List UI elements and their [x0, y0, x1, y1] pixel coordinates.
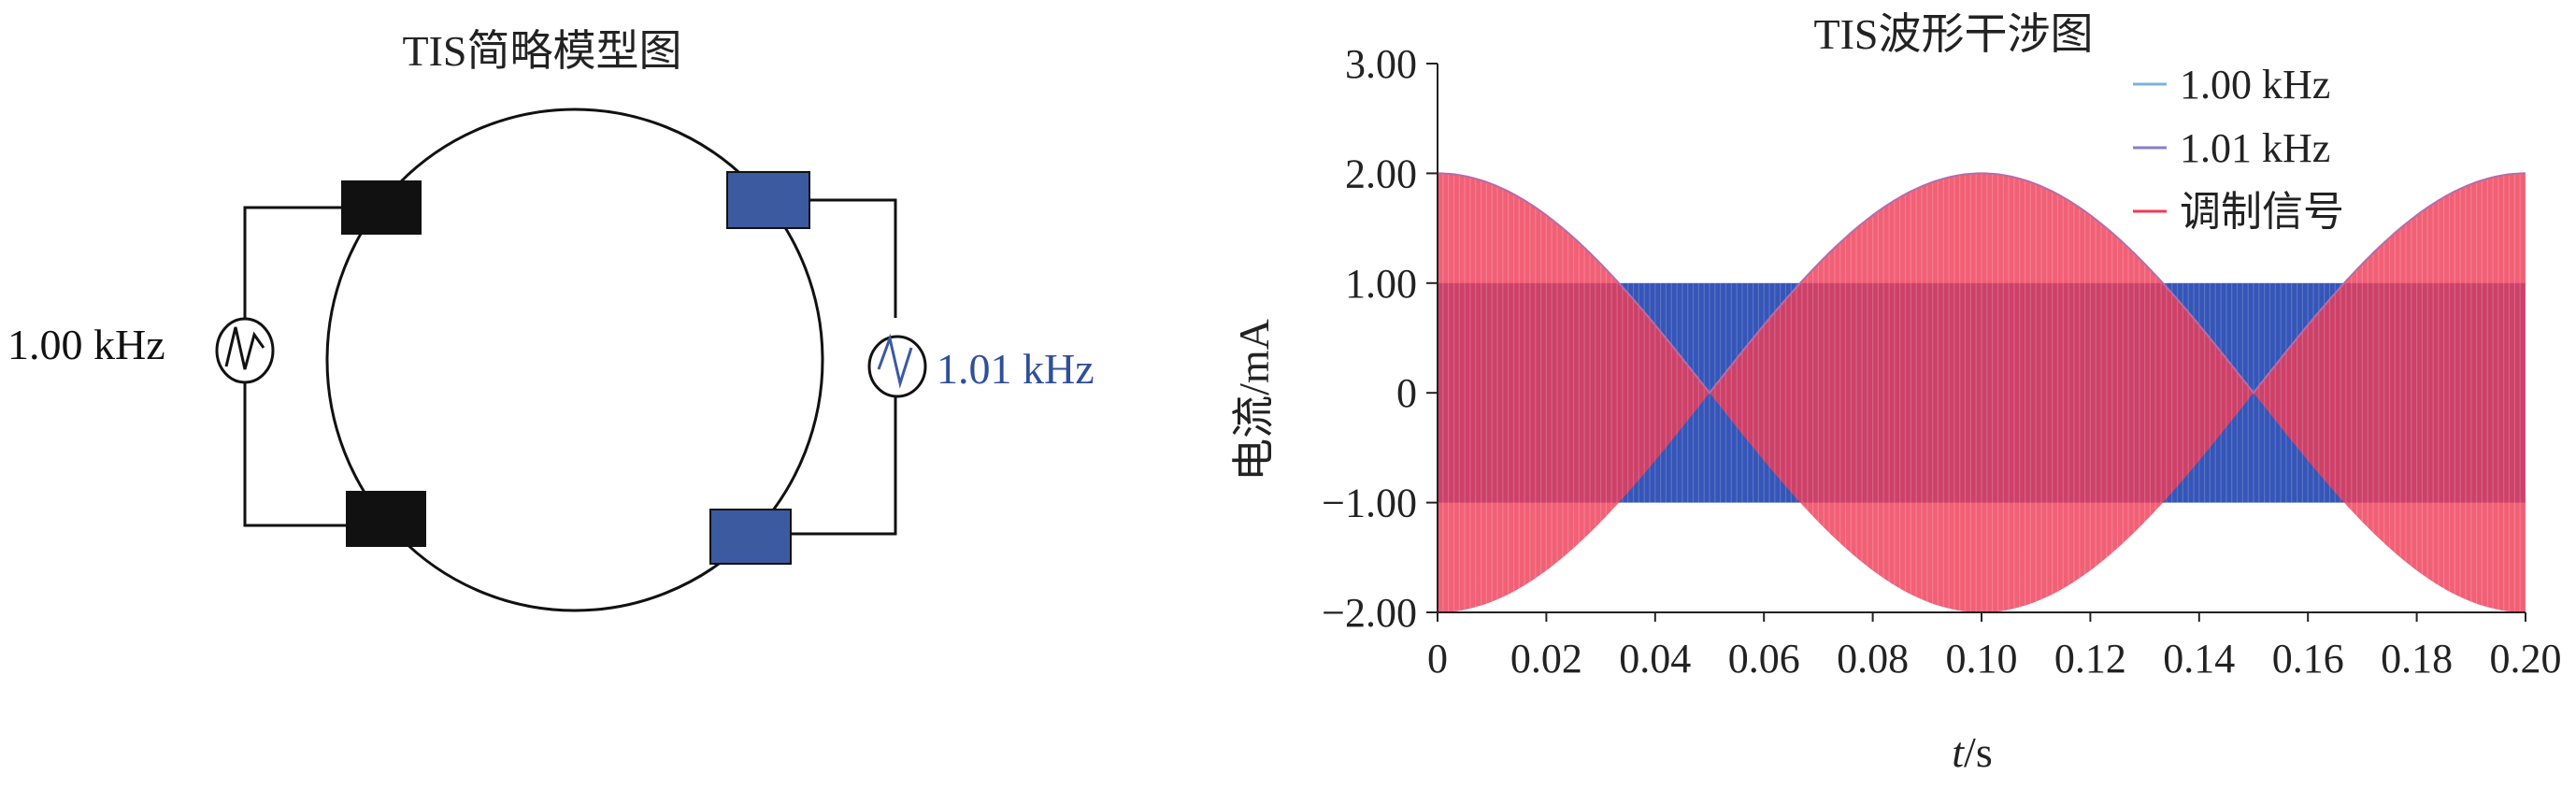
y-tick-label: −1.00 [1322, 481, 1417, 526]
tis-model-diagram-panel: TIS简略模型图 1.00 kHz 1.01 kHz [0, 0, 1187, 790]
modulated-signal-envelope [1438, 172, 2526, 395]
x-tick-label: 0.08 [1837, 636, 1909, 682]
waveform-chart-panel: 3.00 2.00 1.00 0 −1.00 −2.00 0 0.02 0.04 0.06 0.08… [1187, 0, 2576, 790]
x-tick-label: 0.02 [1510, 636, 1582, 682]
x-axis-label: t/s [1916, 727, 2028, 777]
oscillation-texture [1437, 173, 2526, 612]
electrode-left-top [341, 180, 422, 235]
electrode-right-top [726, 171, 810, 229]
chart-title: TIS波形干涉图 [1813, 10, 2094, 58]
left-wire-top [243, 206, 346, 323]
model-diagram-title: TIS简略模型图 [402, 27, 682, 75]
x-axis-label-unit: /s [1964, 728, 1993, 776]
left-ac-source-icon [215, 317, 275, 384]
waveform-chart-svg: 3.002.001.000−1.00−2.000 0.02 0.04 0.06 0.08… [1322, 41, 2561, 682]
x-axis-label-variable: t [1952, 728, 1965, 776]
right-source-label: 1.01 kHz [937, 345, 1095, 393]
electrode-left-bottom [346, 491, 426, 547]
waveform-plot-area [1437, 172, 2526, 612]
legend-label: 调制信号 [2180, 189, 2344, 235]
x-tick-label: 0.16 [2272, 636, 2344, 682]
x-tick-label: 0 [1427, 636, 1448, 682]
x-tick-label: 0.04 [1619, 636, 1691, 682]
model-diagram-svg [215, 108, 927, 612]
x-tick-label: 0.06 [1728, 636, 1800, 682]
y-tick-label: 3.00 [1345, 41, 1417, 87]
legend-label: 1.00 kHz [2180, 62, 2330, 108]
y-tick-label: 0 [1396, 370, 1417, 416]
chart-legend: 1.00 kHz 1.01 kHz 调制信号 [2133, 62, 2344, 235]
x-tick-label: 0.12 [2054, 636, 2126, 682]
electrode-right-bottom [709, 509, 792, 565]
left-wire-bottom [243, 379, 346, 527]
right-wire-bottom [791, 393, 897, 536]
x-tick-label: 0.18 [2381, 636, 2453, 682]
chart-ticks: 3.002.001.000−1.00−2.000 0.02 0.04 0.06 0.08… [1322, 41, 2561, 682]
y-tick-label: 1.00 [1345, 261, 1417, 307]
y-tick-label: −2.00 [1322, 590, 1417, 636]
x-tick-label: 0.20 [2490, 636, 2562, 682]
x-tick-label: 0.10 [1946, 636, 2018, 682]
y-axis-label: 电流/mA [1230, 319, 1278, 481]
y-tick-label: 2.00 [1345, 151, 1417, 196]
left-source-label: 1.00 kHz [7, 321, 165, 368]
head-outline [325, 108, 824, 612]
modulated-signal-area [1438, 173, 2526, 612]
right-wire-top [809, 198, 897, 318]
legend-label: 1.01 kHz [2180, 125, 2330, 171]
right-ac-source-icon [867, 333, 927, 398]
x-tick-label: 0.14 [2163, 636, 2235, 682]
